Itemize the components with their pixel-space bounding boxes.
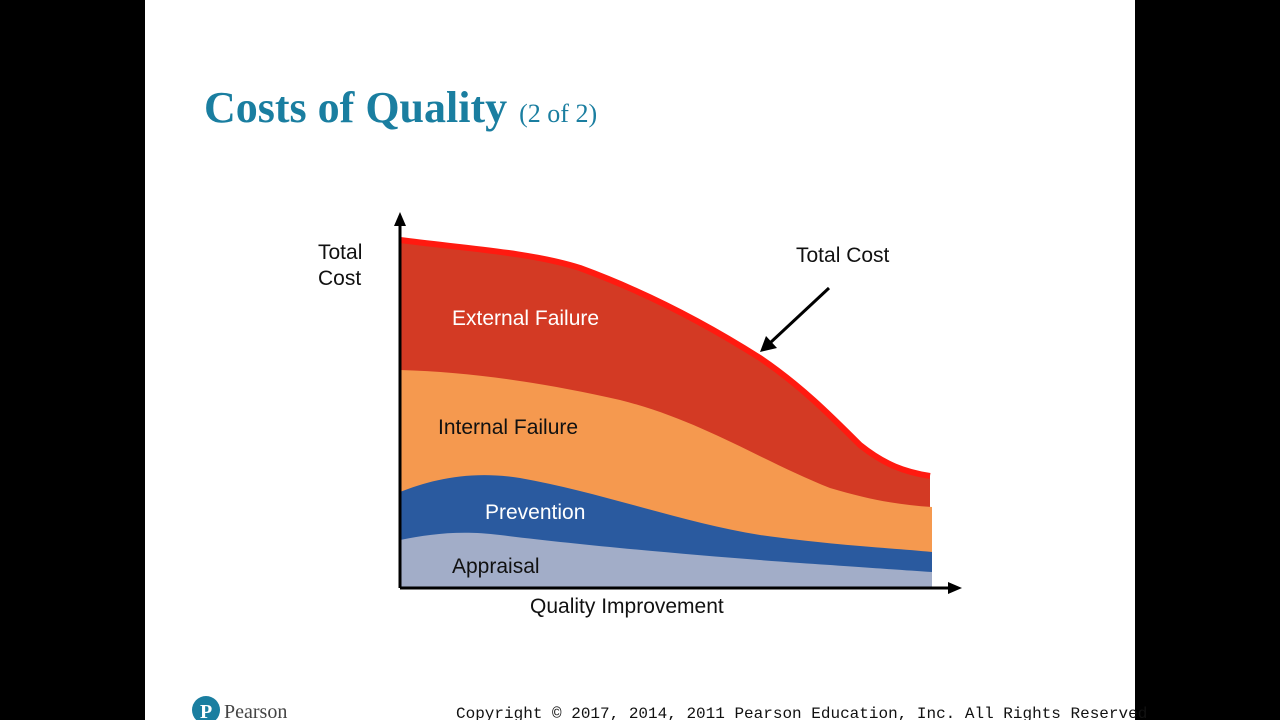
x-axis-label: Quality Improvement xyxy=(530,595,724,618)
annotation-arrowhead xyxy=(760,336,777,352)
y-axis-arrow xyxy=(394,212,406,226)
diagram: Total Cost Quality Improvement Total Cos… xyxy=(318,212,962,618)
title: Costs of Quality (2 of 2) xyxy=(204,83,597,132)
area-label: Prevention xyxy=(485,501,585,524)
annotation-arrow xyxy=(768,286,831,345)
annotation: Total Cost xyxy=(796,244,890,267)
title-main: Costs of Quality xyxy=(204,83,507,132)
area-label: Internal Failure xyxy=(438,416,578,439)
copyright: Copyright © 2017, 2014, 2011 Pearson Edu… xyxy=(456,705,1147,720)
y-axis-label: Total xyxy=(318,241,362,264)
area-label: Appraisal xyxy=(452,555,540,578)
pearson-logo-letter: P xyxy=(200,701,212,720)
title-sub: (2 of 2) xyxy=(519,99,597,128)
brand: Pearson xyxy=(224,701,287,720)
x-axis-arrow xyxy=(948,582,962,594)
total-cost-line xyxy=(399,237,931,479)
y-axis-label: Cost xyxy=(318,267,361,290)
area-label: External Failure xyxy=(452,307,599,330)
footer: P Pearson Copyright © 2017, 2014, 2011 P… xyxy=(192,696,1147,720)
pearson-logo xyxy=(192,696,220,720)
appraisal-area xyxy=(400,532,932,588)
